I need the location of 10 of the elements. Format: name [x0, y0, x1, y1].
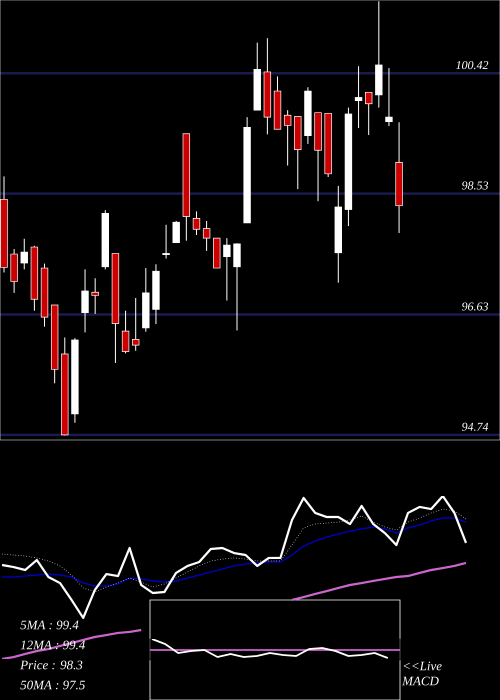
- text: MACD: [402, 676, 439, 686]
- y-tick-label: 96.63: [462, 302, 488, 311]
- y-tick-label: 100.42: [456, 61, 488, 70]
- text: 50MA : 97.5: [20, 680, 85, 690]
- y-tick-label: 94.74: [462, 422, 488, 431]
- annotation: 5MA : 99.4: [20, 620, 79, 630]
- annotation: 12MA : 99.4: [20, 640, 86, 650]
- text: Price : 98.3: [20, 660, 82, 670]
- text: <<Live: [404, 662, 442, 670]
- y-tick-label: 98.53: [462, 181, 488, 190]
